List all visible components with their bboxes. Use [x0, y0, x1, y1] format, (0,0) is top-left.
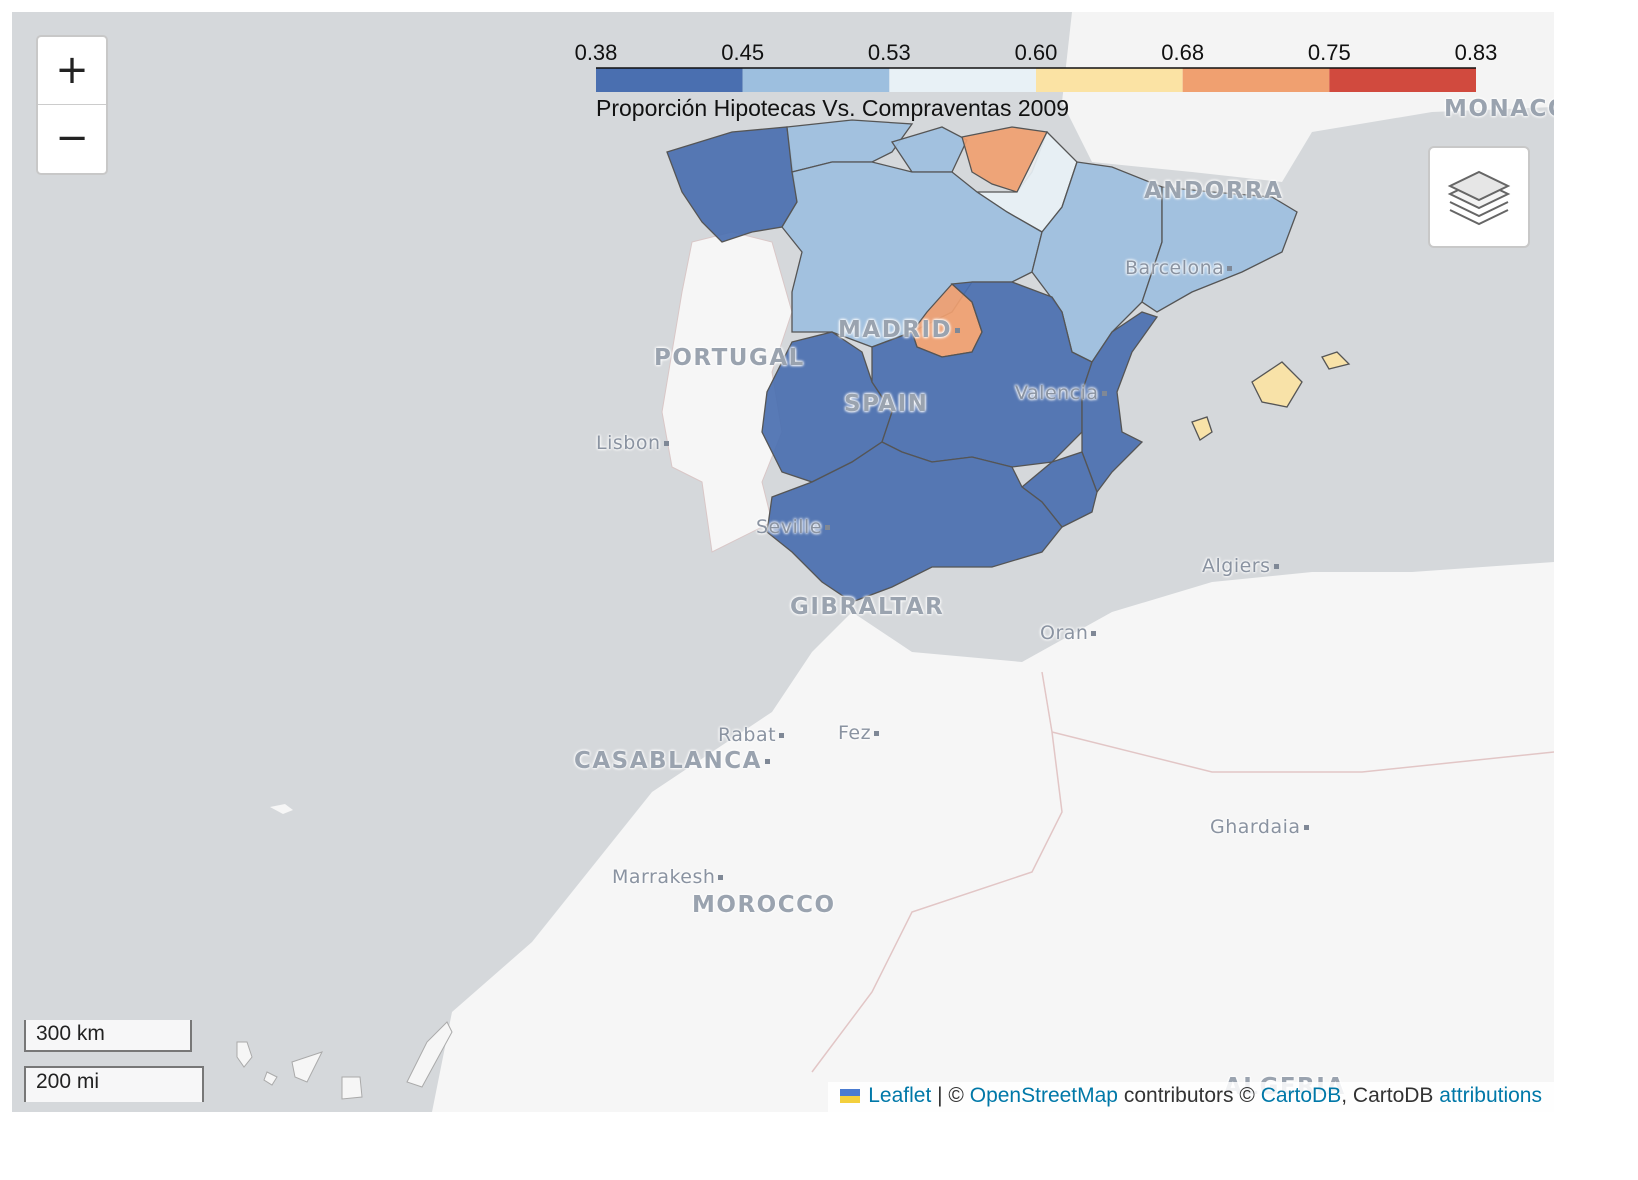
legend-color-bin: [889, 68, 1036, 92]
cartodb-link[interactable]: CartoDB: [1260, 1084, 1342, 1107]
legend-color-bin: [742, 68, 890, 92]
region-pais-vasco[interactable]: [890, 126, 968, 173]
label-gibraltar: GIBRALTAR: [790, 594, 945, 620]
label-algiers: Algiers: [1202, 555, 1279, 577]
spain-regions: [666, 119, 1351, 603]
label-valencia: Valencia: [1015, 382, 1107, 404]
attribution: Leaflet | © OpenStreetMap contributors ©…: [828, 1082, 1554, 1112]
legend-tick-label: 0.60: [1014, 40, 1058, 65]
label-monaco: MONACO: [1444, 96, 1554, 122]
attribution-cartodb: , CartoDB: [1341, 1084, 1440, 1107]
ukraine-flag-icon: [840, 1089, 861, 1104]
legend-tick-label: 0.83: [1454, 40, 1498, 65]
label-spain: SPAIN: [844, 391, 929, 417]
algeria-border: [811, 671, 1554, 1073]
region-galicia[interactable]: [666, 126, 798, 243]
zoom-control: + −: [36, 35, 108, 175]
legend-tick-label: 0.45: [721, 40, 765, 65]
label-oran: Oran: [1040, 622, 1097, 644]
legend-color-bin: [1329, 68, 1476, 92]
legend-tick-label: 0.75: [1307, 40, 1351, 65]
madeira: [270, 804, 293, 814]
legend-color-bin: [1182, 68, 1330, 92]
legend-tick-label: 0.53: [867, 40, 911, 65]
france-land: [1062, 12, 1554, 182]
legend-colorbar: [596, 67, 1476, 92]
label-ghardaia: Ghardaia: [1210, 816, 1309, 838]
basemap: [236, 12, 1554, 1112]
legend-tick-label: 0.68: [1161, 40, 1205, 65]
attribution-separator: | ©: [931, 1084, 970, 1107]
label-marrakesh: Marrakesh: [612, 866, 724, 888]
legend-title: Proporción Hipotecas Vs. Compraventas 20…: [596, 95, 1070, 121]
legend-color-bin: [596, 68, 743, 92]
layers-icon: [1447, 170, 1511, 226]
leaflet-link[interactable]: Leaflet: [868, 1084, 932, 1107]
legend-tick-label: 0.38: [574, 40, 618, 65]
region-cataluna[interactable]: [1141, 186, 1298, 313]
attribution-contributors: contributors ©: [1118, 1084, 1261, 1107]
scale-km: 300 km: [24, 1020, 192, 1052]
legend-color-bin: [1036, 68, 1183, 92]
label-rabat: Rabat: [718, 724, 785, 746]
osm-link[interactable]: OpenStreetMap: [969, 1084, 1118, 1107]
label-casablanca: CASABLANCA: [574, 748, 770, 774]
layers-control-button[interactable]: [1428, 146, 1530, 248]
label-barcelona: Barcelona: [1125, 257, 1233, 279]
zoom-out-button[interactable]: −: [55, 115, 89, 161]
label-fez: Fez: [838, 722, 880, 744]
map-canvas[interactable]: MONACO ANDORRA Barcelona MADRID PORTUGAL…: [12, 12, 1554, 1112]
region-andalucia[interactable]: [766, 441, 1063, 603]
label-madrid: MADRID: [838, 317, 961, 343]
attributions-link[interactable]: attributions: [1439, 1084, 1542, 1107]
label-lisbon: Lisbon: [596, 432, 669, 454]
region-baleares[interactable]: [1191, 351, 1351, 441]
color-legend: 0.38 0.45 0.53 0.60 0.68 0.75 0.83 Proporción …: [572, 38, 1532, 128]
label-portugal: PORTUGAL: [654, 345, 805, 371]
north-africa-land: [432, 562, 1554, 1112]
label-morocco: MOROCCO: [692, 892, 836, 918]
zoom-in-button[interactable]: +: [38, 37, 106, 105]
region-valencia[interactable]: [1081, 311, 1159, 494]
label-seville: Seville: [756, 516, 831, 538]
label-andorra: ANDORRA: [1144, 178, 1284, 204]
scale-mi: 200 mi: [24, 1066, 204, 1102]
canary-islands: [236, 1021, 453, 1100]
